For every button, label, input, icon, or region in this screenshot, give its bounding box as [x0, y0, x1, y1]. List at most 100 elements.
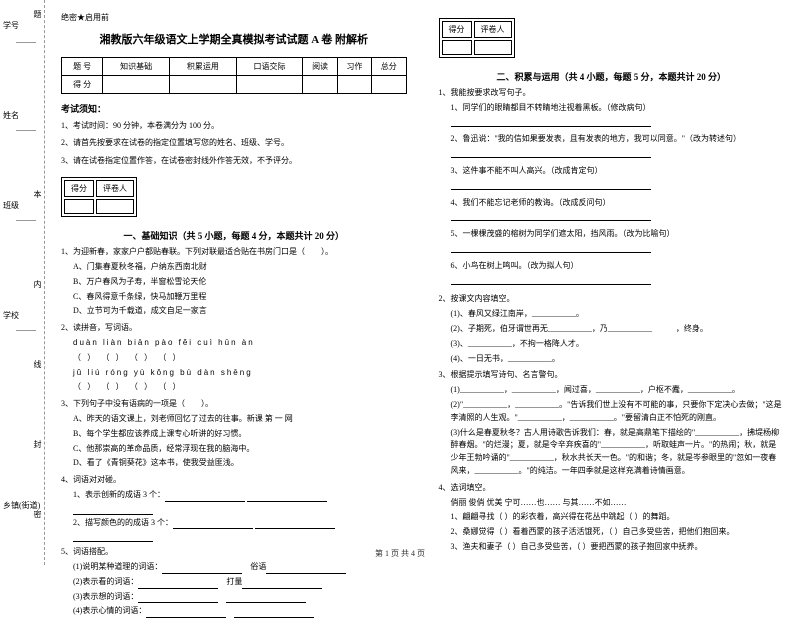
bq3-body: (2)"___________，___________。"告诉我们世上没有不可能…: [451, 399, 785, 425]
binding-char: 封: [32, 440, 43, 448]
binding-label-xuehao: 学号: [3, 20, 19, 31]
score-table: 题 号 知识基础 积累运用 口语交际 阅读 习作 总分 得 分: [61, 57, 407, 94]
bq4-words: 俏丽 俊俏 优美 宁可……也…… 与其……不如……: [451, 497, 785, 510]
bq4-row: 2、桑娜觉得（ ）看着西蒙的孩子活活饿死，（ ）自己多受些苦，把他们抱回来。: [451, 526, 785, 539]
bq1-item: 1、同学们的眼睛都目不转睛地注视着黑板。（修改病句）: [451, 102, 785, 115]
scorebox-cell[interactable]: [442, 40, 472, 55]
section-a-title: 一、基础知识（共 5 小题，每题 4 分，本题共计 20 分）: [61, 229, 407, 242]
q5-row: (4)表示心情的词语：: [73, 605, 407, 618]
score-header: 总分: [372, 58, 406, 76]
scorebox-label: 得分: [64, 180, 94, 197]
secrecy-mark: 绝密★启用前: [61, 12, 407, 23]
q4-line: 1、表示创新的成语 3 个：: [73, 489, 407, 515]
bq1-item: 3、这件事不能不叫人高兴。（改成肯定句）: [451, 165, 785, 178]
score-header: 口语交际: [236, 58, 303, 76]
score-header: 阅读: [303, 58, 337, 76]
notice-title: 考试须知：: [61, 102, 407, 115]
q5-row: (1)说明某种道理的词语： 俗语: [73, 561, 407, 574]
bq1-item: 6、小鸟在树上鸣叫。（改为拟人句）: [451, 260, 785, 273]
scorebox-cell[interactable]: [96, 199, 134, 214]
right-column: 得分评卷人 二、积累与运用（共 4 小题，每题 5 分，本题共计 20 分） 1…: [423, 0, 800, 565]
section-score-box: 得分评卷人: [61, 177, 137, 217]
instruction-line: 3、请在试卷指定位置作答，在试卷密封线外作答无效，不予评分。: [61, 154, 407, 168]
q3-stem: 3、下列句子中没有语病的一项是（ ）。: [61, 398, 407, 411]
bq3-stem: 3、根据提示填写诗句、名言警句。: [439, 369, 785, 382]
question-2: 2、读拼音，写词语。 duàn liàn biān pào fěi cuì hū…: [61, 322, 407, 394]
section-b-title: 二、积累与运用（共 4 小题，每题 5 分，本题共计 20 分）: [439, 70, 785, 83]
bq2-line: (2)、子期死，伯牙谓世再无___________，乃___________ ，…: [451, 323, 785, 336]
scorebox-label: 得分: [442, 21, 472, 38]
question-1: 1、为迎新春，家家户户都贴春联。下列对联最适合贴在书房门口是（ ）。 A、门集春…: [61, 246, 407, 318]
b-question-2: 2、按课文内容填空。 (1)、春风又绿江南岸，___________。 (2)、…: [439, 293, 785, 365]
score-header: 习作: [337, 58, 371, 76]
bq3-body: (1)___________，___________，闻过喜，_________…: [451, 384, 785, 397]
score-cell[interactable]: [303, 76, 337, 94]
scorebox-cell[interactable]: [64, 199, 94, 214]
bq1-item: 4、我们不能忘记老师的教诲。（改成反问句）: [451, 197, 785, 210]
score-cell[interactable]: [103, 76, 170, 94]
score-header: 知识基础: [103, 58, 170, 76]
bq1-item: 2、鲁迅说："我的信如果要发表，且有发表的地方，我可以同意。"（改为转述句）: [451, 133, 785, 146]
bq2-line: (4)、一日无书，___________。: [451, 353, 785, 366]
score-cell[interactable]: [372, 76, 406, 94]
left-column: 绝密★启用前 湘教版六年级语文上学期全真模拟考试试题 A 卷 附解析 题 号 知…: [45, 0, 423, 565]
bq3-body: (3)什么是春夏秋冬？古人用诗歌告诉我们：春，就是高鼎笔下描绘的"_______…: [451, 427, 785, 478]
binding-char: 本: [32, 190, 43, 198]
q1-opt: D、立节可为千载道，成文自足一家言: [61, 305, 407, 318]
scorebox-label: 评卷人: [474, 21, 512, 38]
binding-char: 内: [32, 280, 43, 288]
q2-blanks[interactable]: （ ） （ ） （ ） （ ）: [61, 381, 407, 394]
q2-pinyin: duàn liàn biān pào fěi cuì hūn àn: [61, 337, 407, 350]
q2-stem: 2、读拼音，写词语。: [61, 322, 407, 335]
q3-opt: B、每个学生都应该养成上课专心听讲的好习惯。: [61, 428, 407, 441]
q1-opt: C、春风得意千条绿，快马加鞭万里程: [61, 291, 407, 304]
b-question-3: 3、根据提示填写诗句、名言警句。 (1)___________，________…: [439, 369, 785, 477]
binding-label-banji: 班级: [3, 200, 19, 211]
answer-line[interactable]: [451, 243, 651, 253]
binding-line: [16, 330, 36, 331]
instruction-line: 1、考试时间：90 分钟，本卷满分为 100 分。: [61, 119, 407, 133]
score-row-label: 得 分: [62, 76, 103, 94]
page-footer: 第 1 页 共 4 页: [0, 548, 800, 559]
q3-opt: A、昨天的语文课上，刘老师回忆了过去的往事。新课 第 一 网: [61, 413, 407, 426]
answer-line[interactable]: [451, 180, 651, 190]
binding-char: 密: [32, 510, 43, 518]
bq1-item: 5、一棵棵茂盛的榕树为同学们遮太阳，挡风雨。（改为比喻句）: [451, 228, 785, 241]
q3-opt: D、看了《青铜葵花》这本书，使我受益匪浅。: [61, 457, 407, 470]
binding-char: 题: [32, 10, 43, 18]
main-title: 湘教版六年级语文上学期全真模拟考试试题 A 卷 附解析: [61, 31, 407, 47]
binding-char: 线: [32, 360, 43, 368]
scorebox-cell[interactable]: [474, 40, 512, 55]
score-cell[interactable]: [337, 76, 371, 94]
bq4-stem: 4、选词填空。: [439, 482, 785, 495]
answer-line[interactable]: [451, 275, 651, 285]
q1-opt: A、门集春夏秋冬福，户纳东西南北财: [61, 261, 407, 274]
score-header: 题 号: [62, 58, 103, 76]
score-cell[interactable]: [170, 76, 237, 94]
bq2-stem: 2、按课文内容填空。: [439, 293, 785, 306]
answer-line[interactable]: [451, 148, 651, 158]
answer-line[interactable]: [451, 211, 651, 221]
binding-margin: 学号 姓名 班级 学校 乡镇(街道) 题 本 内 线 封 密: [0, 0, 45, 565]
bq2-line: (3)、___________，不拘一格降人才。: [451, 338, 785, 351]
score-header: 积累运用: [170, 58, 237, 76]
section-score-box: 得分评卷人: [439, 18, 515, 58]
q4-stem: 4、词语对对碰。: [61, 474, 407, 487]
exam-instructions: 1、考试时间：90 分钟，本卷满分为 100 分。 2、请首先按要求在试卷的指定…: [61, 119, 407, 168]
binding-label-xingming: 姓名: [3, 110, 19, 121]
question-3: 3、下列句子中没有语病的一项是（ ）。 A、昨天的语文课上，刘老师回忆了过去的往…: [61, 398, 407, 470]
q1-stem: 1、为迎新春，家家户户都贴春联。下列对联最适合贴在书房门口是（ ）。: [61, 246, 407, 259]
question-4: 4、词语对对碰。 1、表示创新的成语 3 个： 2、描写颜色的的成语 3 个：: [61, 474, 407, 542]
score-cell[interactable]: [236, 76, 303, 94]
instruction-line: 2、请首先按要求在试卷的指定位置填写您的姓名、班级、学号。: [61, 136, 407, 150]
q3-opt: C、他那崇高的革命品质，经常浮现在我的脑海中。: [61, 443, 407, 456]
q2-pinyin: jǔ liú róng yù kǒng bù dàn shēng: [61, 367, 407, 380]
b-question-1: 1、我能按要求改写句子。 1、同学们的眼睛都目不转睛地注视着黑板。（修改病句） …: [439, 87, 785, 289]
q2-blanks[interactable]: （ ） （ ） （ ） （ ）: [61, 352, 407, 365]
b-question-4: 4、选词填空。 俏丽 俊俏 优美 宁可……也…… 与其……不如…… 1、翩翩寻找…: [439, 482, 785, 554]
q5-row: (3)表示想的词语：: [73, 591, 407, 604]
answer-line[interactable]: [451, 117, 651, 127]
binding-label-xuexiao: 学校: [3, 310, 19, 321]
binding-line: [16, 220, 36, 221]
bq4-row: 1、翩翩寻找（ ）的彩衣着，高兴得在花丛中跳起（ ）的舞蹈。: [451, 511, 785, 524]
